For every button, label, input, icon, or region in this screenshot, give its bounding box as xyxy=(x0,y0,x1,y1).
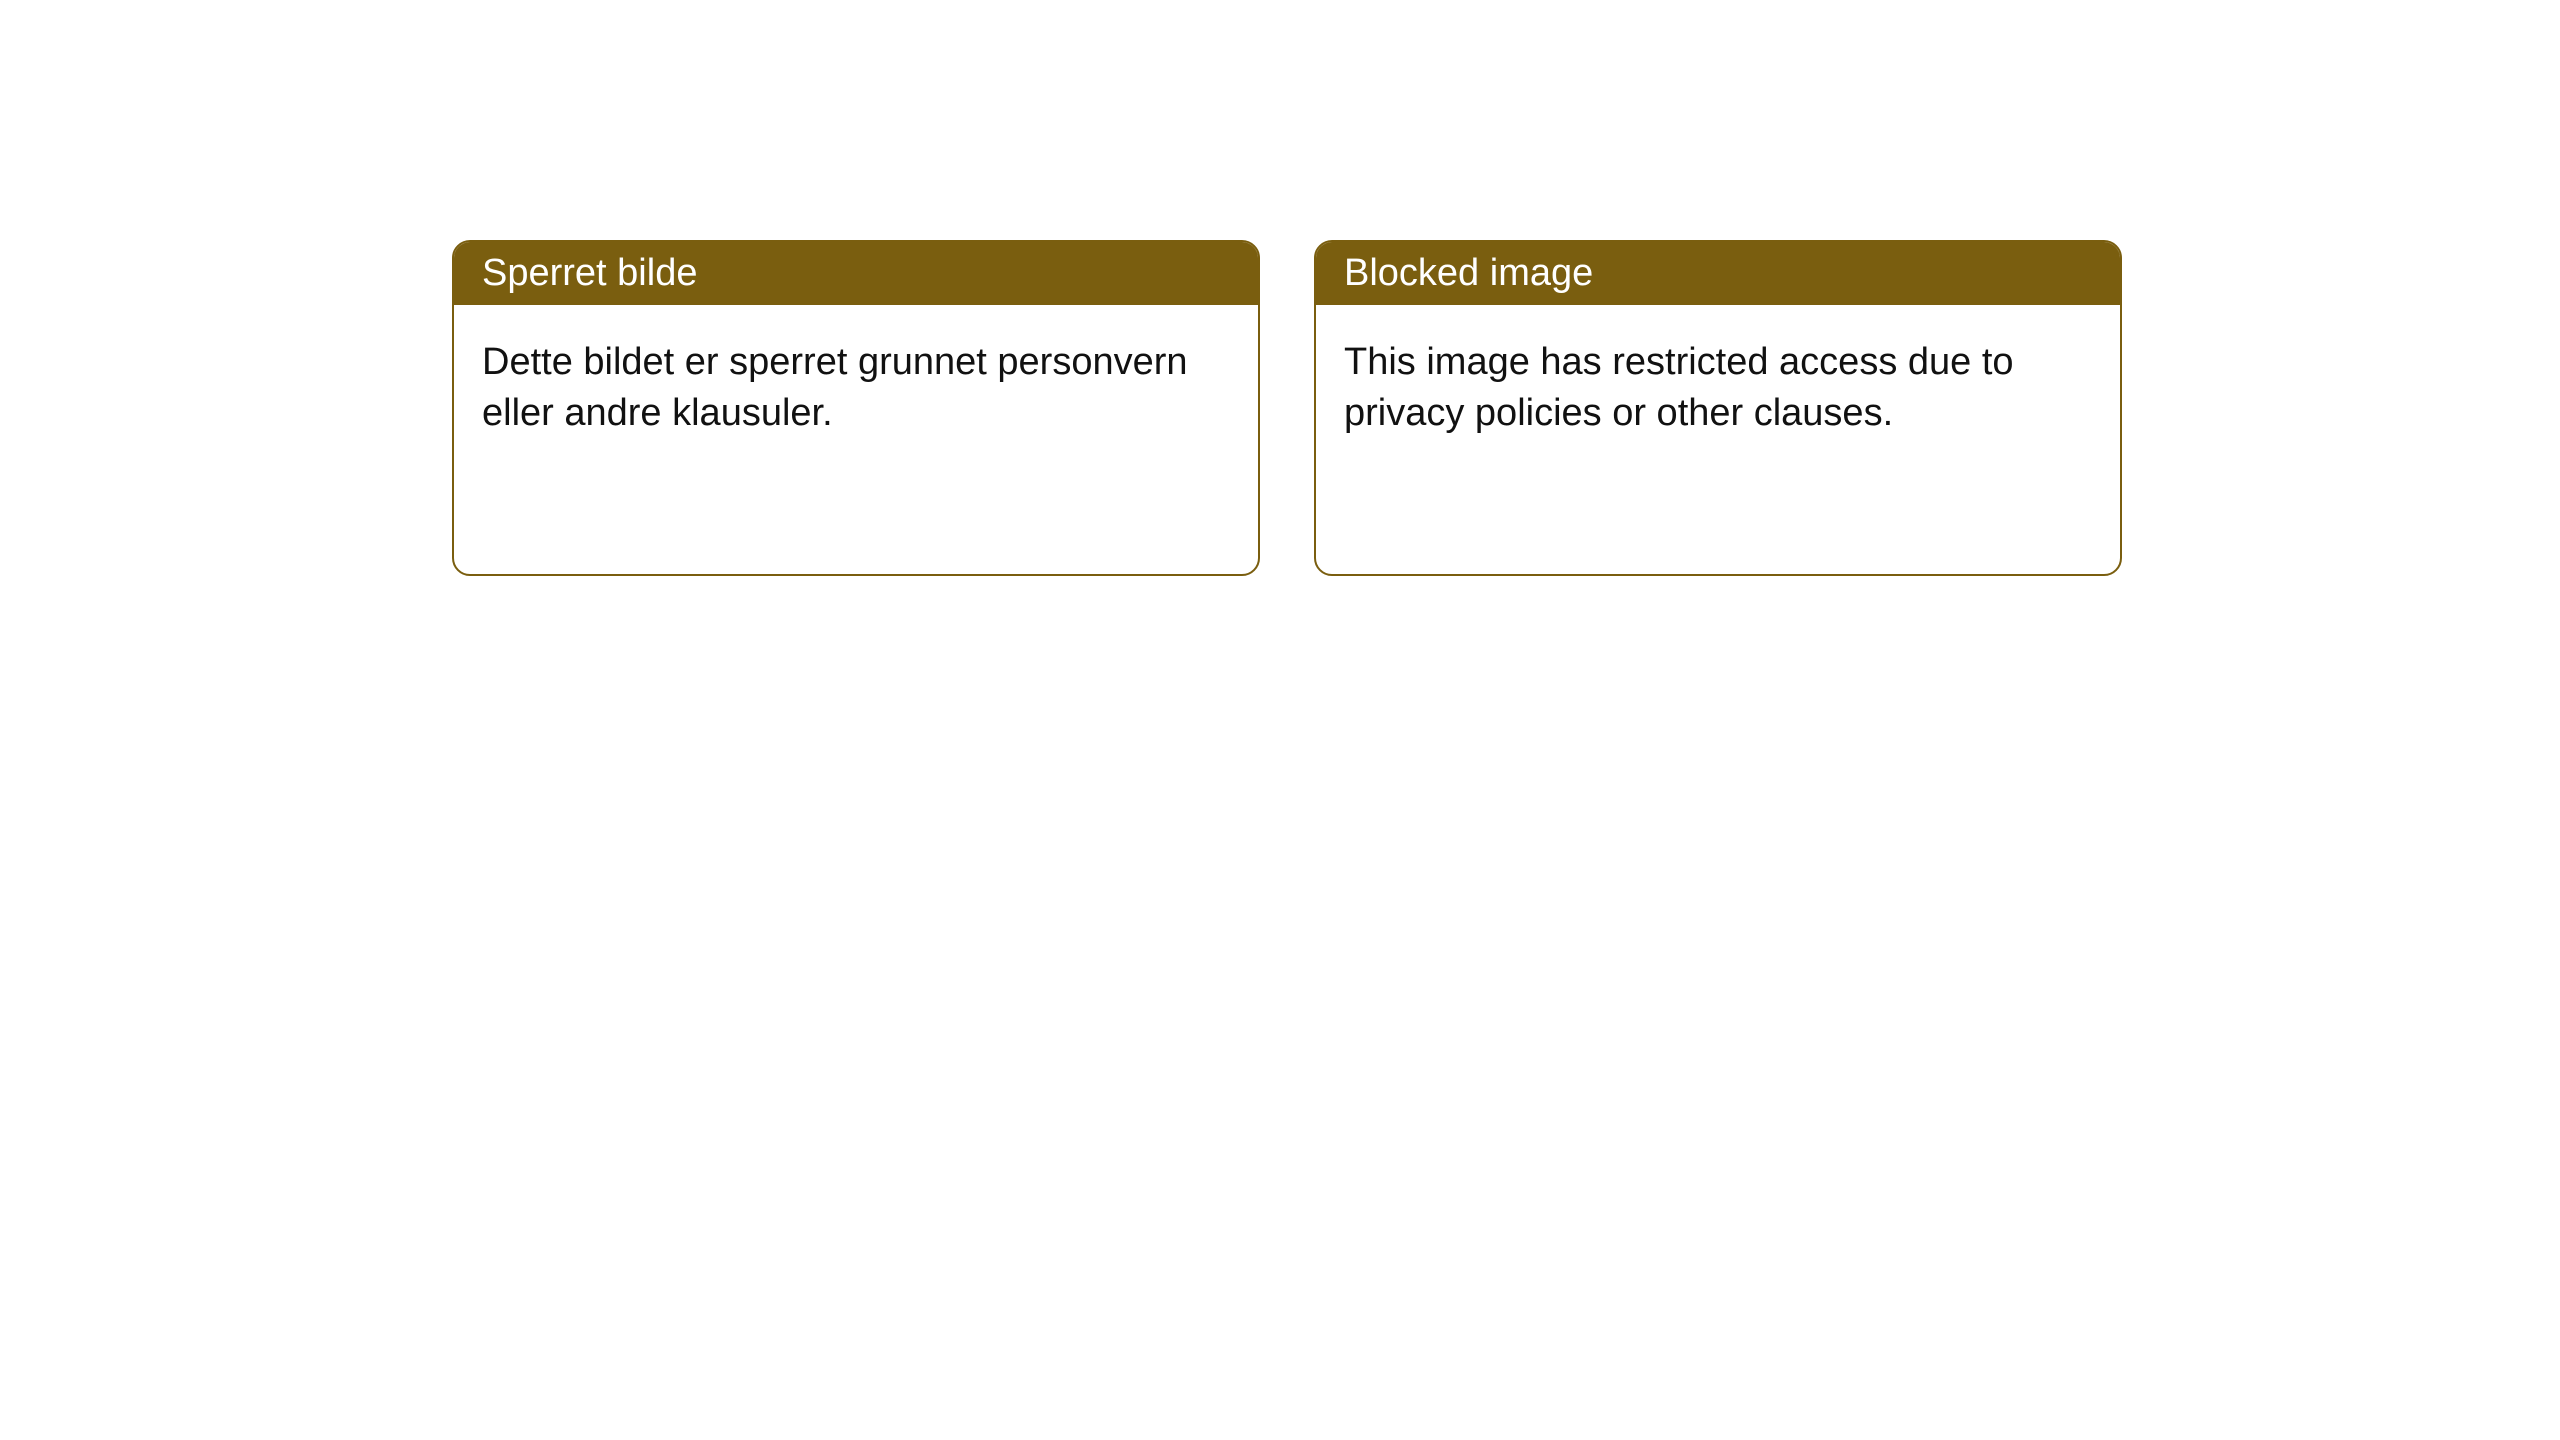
notice-title: Blocked image xyxy=(1344,252,1593,294)
notice-card-norwegian: Sperret bilde Dette bildet er sperret gr… xyxy=(452,240,1260,576)
notice-body: Dette bildet er sperret grunnet personve… xyxy=(454,305,1258,472)
notice-body: This image has restricted access due to … xyxy=(1316,305,2120,472)
notice-header: Blocked image xyxy=(1316,242,2120,305)
notice-title: Sperret bilde xyxy=(482,252,697,294)
notice-text: Dette bildet er sperret grunnet personve… xyxy=(482,341,1188,434)
notice-text: This image has restricted access due to … xyxy=(1344,341,2014,434)
notice-card-english: Blocked image This image has restricted … xyxy=(1314,240,2122,576)
notice-header: Sperret bilde xyxy=(454,242,1258,305)
notice-container: Sperret bilde Dette bildet er sperret gr… xyxy=(452,240,2122,576)
